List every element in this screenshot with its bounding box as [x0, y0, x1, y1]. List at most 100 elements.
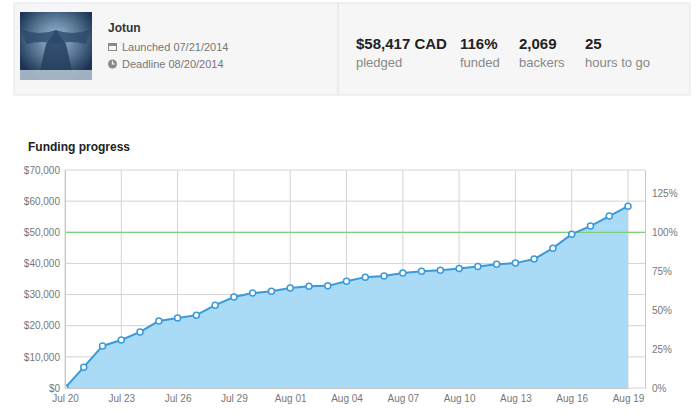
point: [325, 283, 331, 289]
tick: Aug 13: [500, 388, 532, 404]
point: [268, 288, 274, 294]
point: [512, 260, 518, 266]
axis-line: [66, 388, 629, 389]
point: [419, 268, 425, 274]
deadline-date: Deadline 08/20/2014: [122, 58, 224, 70]
tick: Aug 04: [331, 388, 363, 404]
tick: Aug 07: [387, 388, 419, 404]
point: [287, 285, 293, 291]
calendar-face: [109, 46, 116, 50]
tick-label: Jul 23: [108, 393, 135, 404]
thumbnail-wings: [22, 30, 90, 44]
tick: $0: [49, 383, 65, 394]
point: [344, 278, 350, 284]
point: [456, 265, 462, 271]
tick: Jul 23: [108, 388, 135, 404]
tick: Jul 20: [52, 388, 79, 404]
tick: Jul 29: [221, 388, 248, 404]
point: [587, 223, 593, 229]
stat-label: hours to go: [585, 55, 650, 70]
x-axis: Jul 20 Jul 23 Jul 26 Jul 29 Aug 01 Aug 04 Aug …: [52, 388, 645, 404]
tick-label: 75%: [652, 266, 672, 277]
area: [65, 206, 628, 388]
tick-label: 50%: [652, 305, 672, 316]
stat-value: 25: [585, 35, 602, 52]
grid-line-y: [65, 170, 645, 171]
axis-line: [65, 171, 66, 389]
point: [175, 315, 181, 321]
launch-date: Launched 07/21/2014: [122, 41, 228, 53]
tick: Aug 01: [275, 388, 307, 404]
clock-hands: [113, 61, 116, 64]
tick-label: Aug 04: [331, 393, 363, 404]
tick-label: $30,000: [24, 289, 61, 300]
tick: 0%: [645, 383, 667, 394]
point: [475, 264, 481, 270]
point: [437, 267, 443, 273]
chart-title: Funding progress: [28, 140, 130, 154]
clock-face: [108, 60, 117, 69]
header: Jotun Launched 07/21/2014 Deadline 08/20/2…: [14, 3, 690, 95]
calendar-body: [108, 43, 117, 51]
tick-label: 125%: [652, 188, 678, 199]
point: [156, 318, 162, 324]
stat-label: backers: [519, 55, 565, 70]
tick: 50%: [645, 305, 672, 316]
point: [400, 270, 406, 276]
point: [606, 213, 612, 219]
tick: 75%: [645, 266, 672, 277]
point: [250, 290, 256, 296]
tick: Aug 19: [613, 388, 645, 404]
axis-line: [645, 171, 646, 389]
grid-line-y: [65, 232, 645, 233]
point: [306, 283, 312, 289]
tick: $50,000: [24, 227, 65, 238]
tick: $70,000: [24, 165, 65, 176]
tick: $60,000: [24, 196, 65, 207]
point: [118, 337, 124, 343]
point: [193, 312, 199, 318]
goal-line: [65, 232, 645, 233]
tick: $10,000: [24, 352, 65, 363]
stat-value: 116%: [460, 35, 498, 52]
line: [65, 206, 628, 388]
point: [362, 274, 368, 280]
thumbnail: [20, 12, 92, 80]
tick: 100%: [645, 227, 678, 238]
tick: $20,000: [24, 320, 65, 331]
point: [625, 203, 631, 209]
tick-label: Aug 16: [556, 393, 588, 404]
point: [100, 343, 106, 349]
tick-label: 25%: [652, 344, 672, 355]
tick: $30,000: [24, 289, 65, 300]
tick-label: $40,000: [24, 258, 61, 269]
point: [494, 261, 500, 267]
project-title: Jotun: [108, 21, 141, 35]
clock-icon: [108, 60, 117, 69]
stat-label: funded: [460, 55, 500, 70]
header-panel: [14, 3, 690, 95]
stat-label: pledged: [356, 55, 402, 70]
y2-axis: 0% 25% 50% 75% 100% 125%: [645, 171, 678, 394]
point: [531, 256, 537, 262]
header-divider: [338, 3, 339, 95]
grid-line-x: [65, 170, 66, 388]
tick-label: Aug 01: [275, 393, 307, 404]
thumbnail-bg: [20, 12, 92, 80]
tick-label: 100%: [652, 227, 678, 238]
tick-label: $50,000: [24, 227, 61, 238]
tick: $40,000: [24, 258, 65, 269]
tick-label: $70,000: [24, 165, 61, 176]
tick: Jul 26: [165, 388, 192, 404]
stat-value: 2,069: [519, 35, 557, 52]
tick-label: $0: [49, 383, 61, 394]
tick-label: Jul 26: [165, 393, 192, 404]
tick-label: Jul 29: [221, 393, 248, 404]
tick: 25%: [645, 344, 672, 355]
plot-marks: [65, 203, 645, 388]
tick: Aug 10: [444, 388, 476, 404]
grid: [65, 170, 645, 388]
tick-label: Aug 07: [387, 393, 419, 404]
tick-label: 0%: [652, 383, 667, 394]
tick-label: $60,000: [24, 196, 61, 207]
